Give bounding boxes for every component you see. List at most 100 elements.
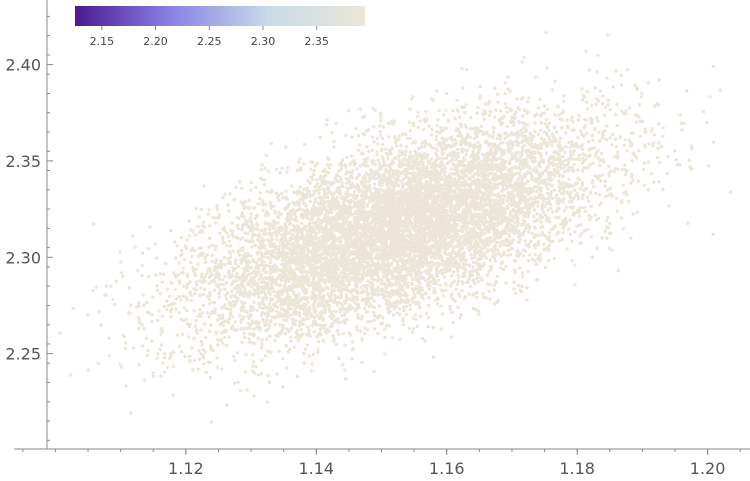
data-point [165,299,169,303]
data-point [503,194,507,198]
data-point [303,347,307,351]
data-point [482,109,487,113]
data-point [542,242,546,246]
data-point [71,306,75,310]
data-point [142,303,146,307]
data-point [307,354,311,358]
data-point [255,308,259,313]
data-point [615,102,619,107]
data-point [520,271,525,275]
data-point [546,187,550,191]
data-point [177,344,182,348]
data-point [488,297,492,301]
data-point [423,292,428,296]
data-point [258,264,262,268]
data-point [151,371,155,375]
data-point [309,167,313,171]
data-point [376,142,380,146]
data-point [427,296,431,300]
data-point [564,205,569,210]
data-point [552,158,556,162]
data-point [585,100,589,104]
data-point [483,169,488,174]
data-point [243,222,247,227]
data-point [403,153,408,157]
data-point [188,359,192,363]
data-point [287,330,291,334]
data-point [304,314,309,318]
data-point [140,251,145,255]
data-point [360,188,364,192]
data-point [665,171,669,176]
data-point [605,219,609,223]
data-point [284,145,288,149]
data-point [529,187,533,191]
data-point [210,259,214,264]
data-point [377,304,382,308]
data-point [488,258,492,262]
data-point [610,248,614,253]
data-point [557,113,561,117]
data-point [257,295,261,299]
data-point [396,169,400,174]
data-point [430,127,434,131]
data-point [220,306,224,310]
data-point [285,366,289,370]
data-point [419,295,423,299]
data-point [275,309,279,314]
data-point [192,309,196,313]
data-point [587,148,591,152]
data-point [278,171,282,175]
data-point [107,354,112,358]
data-point [375,153,379,157]
data-point [194,318,198,323]
data-point [306,316,310,321]
data-point [442,113,446,117]
data-point [598,163,602,168]
data-point [439,125,443,130]
data-point [556,104,560,109]
data-point [607,173,611,178]
data-point [289,339,293,343]
data-point [444,156,449,161]
data-point [549,206,553,211]
data-point [578,186,583,191]
data-point [410,277,415,281]
data-point [207,329,212,334]
data-point [539,121,544,125]
data-point [620,109,624,113]
data-point [318,135,322,140]
data-point [553,215,558,220]
data-point [539,225,543,230]
data-point [162,370,167,374]
data-point [213,247,218,252]
data-point [262,303,266,307]
data-point [500,220,504,224]
data-point [250,236,254,241]
data-point [563,158,568,163]
data-point [192,248,197,253]
data-point [444,91,449,96]
data-point [551,196,555,201]
data-point [199,207,203,212]
data-point [160,280,165,284]
data-point [650,129,654,133]
data-point [504,264,508,269]
data-point [436,192,441,197]
data-point [475,197,479,201]
data-point [133,245,137,249]
data-point [565,169,569,173]
data-point [220,367,224,371]
data-point [539,220,543,224]
data-point [185,275,190,279]
data-point [380,321,385,325]
data-point [366,128,371,132]
data-point [267,302,272,306]
data-point [522,229,527,233]
data-point [192,358,197,363]
data-point [505,105,509,110]
data-point [173,288,177,292]
data-point [408,303,412,307]
data-point [257,239,261,244]
data-point [431,281,436,286]
